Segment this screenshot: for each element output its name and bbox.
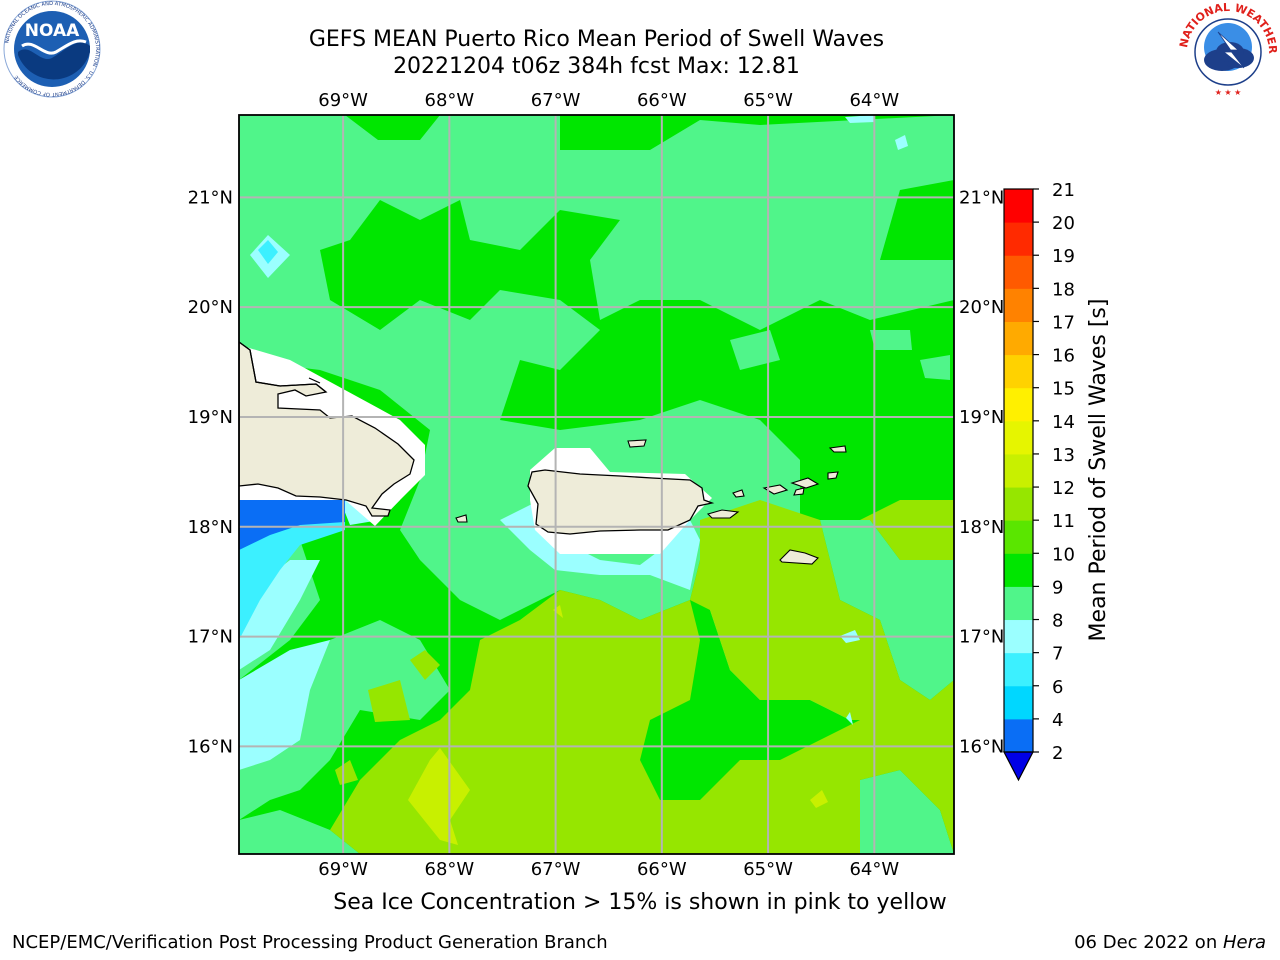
colorbar-segment [1004, 453, 1033, 488]
colorbar-segment [1004, 288, 1033, 322]
lat-label-right: 18°N [959, 517, 1004, 538]
virgin-islands [455, 439, 847, 565]
lat-label-left: 21°N [188, 187, 233, 208]
svg-text:★ ★ ★: ★ ★ ★ [1215, 88, 1242, 97]
lat-label-right: 16°N [959, 736, 1004, 757]
lat-label-right: 19°N [959, 407, 1004, 428]
lat-label-left: 20°N [188, 297, 233, 318]
latitude-labels-left: 21°N 20°N 19°N 18°N 17°N 16°N [188, 187, 233, 757]
colorbar-underflow-arrow [1003, 751, 1034, 782]
colorbar-segment [1004, 321, 1033, 356]
colorbar-segment [1004, 487, 1033, 521]
lon-label-top: 64°W [849, 90, 899, 111]
lon-label-bottom: 69°W [318, 859, 368, 880]
nws-logo: NATIONAL WEATHER SERVICE ★ ★ ★ [1178, 0, 1278, 97]
colorbar-segment [1004, 189, 1033, 223]
colorbar-segment [1004, 553, 1033, 587]
colorbar-tick-label: 14 [1052, 412, 1075, 433]
colorbar-tick-label: 9 [1052, 577, 1063, 598]
colorbar-tick-label: 21 [1052, 180, 1075, 201]
map-frame [238, 114, 955, 855]
colorbar-segment [1004, 255, 1033, 289]
puerto-rico-land [527, 469, 715, 535]
colorbar-tick-label: 16 [1052, 346, 1075, 367]
lon-label-top: 66°W [637, 90, 687, 111]
producer-credit: NCEP/EMC/Verification Post Processing Pr… [12, 932, 608, 953]
colorbar-tick-label: 19 [1052, 246, 1075, 267]
colorbar-tick-label: 11 [1052, 511, 1075, 532]
lon-label-top: 67°W [531, 90, 581, 111]
lon-label-bottom: 64°W [849, 859, 899, 880]
colorbar-segment [1004, 586, 1033, 621]
noaa-logo: NOAA NATIONAL OCEANIC AND ATMOSPHERIC AD… [3, 0, 101, 98]
period-7-8s-region [239, 240, 345, 640]
colorbar-segment [1004, 685, 1033, 720]
lon-label-bottom: 67°W [531, 859, 581, 880]
colorbar-tick-label: 8 [1052, 611, 1063, 632]
generation-date-text: 06 Dec 2022 on [1074, 932, 1223, 953]
colorbar-tick-label: 12 [1052, 478, 1075, 499]
lat-label-left: 19°N [188, 407, 233, 428]
lon-label-top: 69°W [318, 90, 368, 111]
lon-label-bottom: 65°W [743, 859, 793, 880]
latitude-labels-right: 21°N 20°N 19°N 18°N 17°N 16°N [959, 187, 1004, 757]
lon-label-top: 65°W [743, 90, 793, 111]
longitude-labels-bottom: 69°W 68°W 67°W 66°W 65°W 64°W [318, 859, 899, 880]
lon-label-top: 68°W [425, 90, 475, 111]
lon-label-bottom: 66°W [637, 859, 687, 880]
colorbar-segment [1004, 520, 1033, 554]
chart-title-line2: 20221204 t06z 384h fcst Max: 12.81 [393, 54, 800, 79]
colorbar-tick-label: 17 [1052, 312, 1075, 333]
colorbar-tick-label: 20 [1052, 213, 1075, 234]
period-2-4s-region [239, 500, 345, 550]
lat-label-right: 21°N [959, 187, 1004, 208]
lon-label-bottom: 68°W [425, 859, 475, 880]
colorbar-tick-label: 7 [1052, 644, 1063, 665]
lat-label-right: 20°N [959, 297, 1004, 318]
swell-period-map [239, 115, 954, 854]
colorbar-segment [1004, 222, 1033, 256]
longitude-labels-top: 69°W 68°W 67°W 66°W 65°W 64°W [318, 90, 899, 111]
colorbar-frame [1003, 188, 1034, 753]
colorbar-tick-label: 13 [1052, 445, 1075, 466]
lat-label-right: 17°N [959, 627, 1004, 648]
sea-ice-note: Sea Ice Concentration > 15% is shown in … [333, 890, 947, 915]
colorbar-segment [1004, 619, 1033, 654]
colorbar-segment [1004, 718, 1033, 753]
colorbar-tick-label: 4 [1052, 710, 1063, 731]
generation-date: 06 Dec 2022 on Hera [1074, 932, 1266, 953]
colorbar-label: Mean Period of Swell Waves [s] [1086, 299, 1111, 642]
colorbar-segment [1004, 354, 1033, 389]
colorbar-segment [1004, 420, 1033, 455]
lat-label-left: 16°N [188, 736, 233, 757]
lat-label-left: 18°N [188, 517, 233, 538]
colorbar-segment [1004, 652, 1033, 687]
colorbar-tick-label: 6 [1052, 677, 1063, 698]
colorbar-tick-label: 15 [1052, 379, 1075, 400]
period-12-13s-region [408, 605, 828, 845]
map-gridlines [239, 115, 954, 854]
lat-label-left: 17°N [188, 627, 233, 648]
colorbar-tick-label: 18 [1052, 279, 1075, 300]
noaa-logo-text: NOAA [25, 21, 80, 41]
colorbar: 2 4 6 7 8 9 10 11 12 13 14 15 16 17 18 19 20 21 [1003, 180, 1075, 782]
colorbar-segment [1004, 387, 1033, 422]
colorbar-tick-label: 2 [1052, 743, 1063, 764]
chart-title-line1: GEFS MEAN Puerto Rico Mean Period of Swe… [308, 27, 885, 52]
generation-host: Hera [1222, 932, 1266, 953]
colorbar-tick-label: 10 [1052, 544, 1075, 565]
